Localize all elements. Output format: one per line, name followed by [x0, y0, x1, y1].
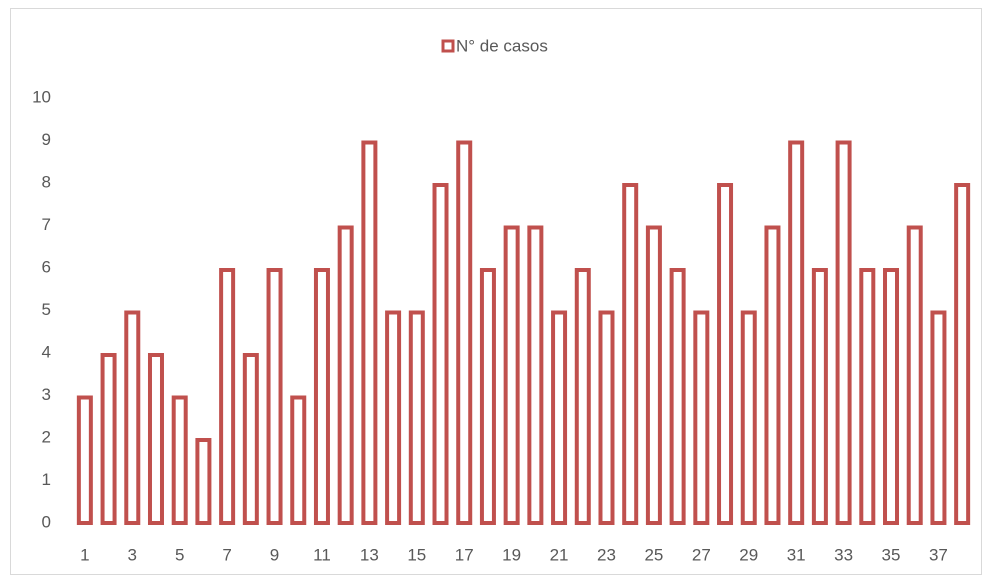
- x-tick-label: 7: [222, 545, 231, 564]
- legend-label: N° de casos: [456, 36, 548, 55]
- y-tick-label: 9: [42, 130, 51, 149]
- bar: [740, 310, 757, 525]
- bar: [527, 225, 544, 525]
- bar: [551, 310, 568, 525]
- bar: [598, 310, 615, 525]
- bar: [266, 268, 283, 525]
- x-tick-label: 21: [550, 545, 569, 564]
- x-tick-label: 5: [175, 545, 184, 564]
- bar: [717, 183, 734, 525]
- bar: [195, 438, 212, 525]
- bar: [290, 395, 307, 525]
- y-tick-label: 0: [42, 512, 51, 531]
- y-tick-label: 10: [32, 87, 51, 106]
- y-tick-label: 3: [42, 385, 51, 404]
- y-tick-label: 7: [42, 215, 51, 234]
- x-tick-label: 37: [929, 545, 948, 564]
- x-tick-label: 29: [739, 545, 758, 564]
- bar: [171, 395, 188, 525]
- bar: [242, 353, 259, 525]
- bar: [645, 225, 662, 525]
- y-tick-label: 4: [42, 342, 51, 361]
- x-tick-label: 33: [834, 545, 853, 564]
- bar: [361, 140, 378, 525]
- bar: [503, 225, 520, 525]
- bar: [337, 225, 354, 525]
- bar: [883, 268, 900, 525]
- x-tick-label: 3: [128, 545, 137, 564]
- y-tick-label: 8: [42, 172, 51, 191]
- bar: [954, 183, 971, 525]
- x-tick-label: 27: [692, 545, 711, 564]
- bar: [456, 140, 473, 525]
- bar: [859, 268, 876, 525]
- bar: [219, 268, 236, 525]
- y-tick-label: 6: [42, 257, 51, 276]
- y-tick-label: 5: [42, 300, 51, 319]
- bar: [764, 225, 781, 525]
- bar: [835, 140, 852, 525]
- x-tick-label: 35: [882, 545, 901, 564]
- bar: [479, 268, 496, 525]
- bar: [124, 310, 141, 525]
- x-tick-label: 9: [270, 545, 279, 564]
- bar: [788, 140, 805, 525]
- bar: [930, 310, 947, 525]
- x-tick-label: 31: [787, 545, 806, 564]
- x-tick-label: 23: [597, 545, 616, 564]
- x-tick-label: 11: [313, 545, 331, 564]
- x-tick-label: 1: [80, 545, 89, 564]
- x-tick-label: 25: [644, 545, 663, 564]
- bar: [313, 268, 330, 525]
- x-tick-label: 13: [360, 545, 379, 564]
- legend-swatch: [441, 39, 455, 53]
- y-tick-label: 2: [42, 427, 51, 446]
- bar: [693, 310, 710, 525]
- x-tick-label: 17: [455, 545, 474, 564]
- x-tick-label: 19: [502, 545, 521, 564]
- x-tick-label: 15: [407, 545, 426, 564]
- bar: [906, 225, 923, 525]
- bar: [385, 310, 402, 525]
- bar: [408, 310, 425, 525]
- bar: [622, 183, 639, 525]
- bar: [811, 268, 828, 525]
- y-tick-label: 1: [42, 470, 51, 489]
- bar: [100, 353, 117, 525]
- bar: [669, 268, 686, 525]
- bar: [432, 183, 449, 525]
- bar: [76, 395, 93, 525]
- bar: [574, 268, 591, 525]
- bar: [147, 353, 164, 525]
